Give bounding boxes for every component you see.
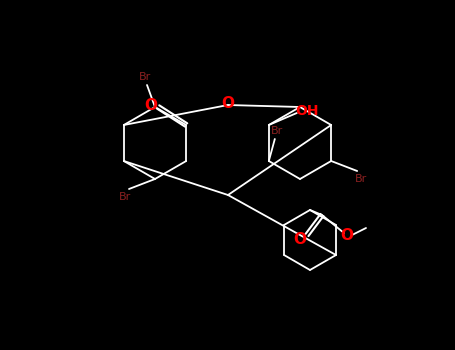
Text: Br: Br [139, 72, 151, 82]
Text: Br: Br [119, 192, 131, 202]
Text: Br: Br [355, 174, 367, 184]
Text: O: O [222, 96, 234, 111]
Text: O: O [293, 232, 307, 247]
Text: O: O [145, 98, 158, 112]
Text: O: O [340, 228, 354, 243]
Text: OH: OH [295, 104, 318, 118]
Text: Br: Br [271, 126, 283, 136]
